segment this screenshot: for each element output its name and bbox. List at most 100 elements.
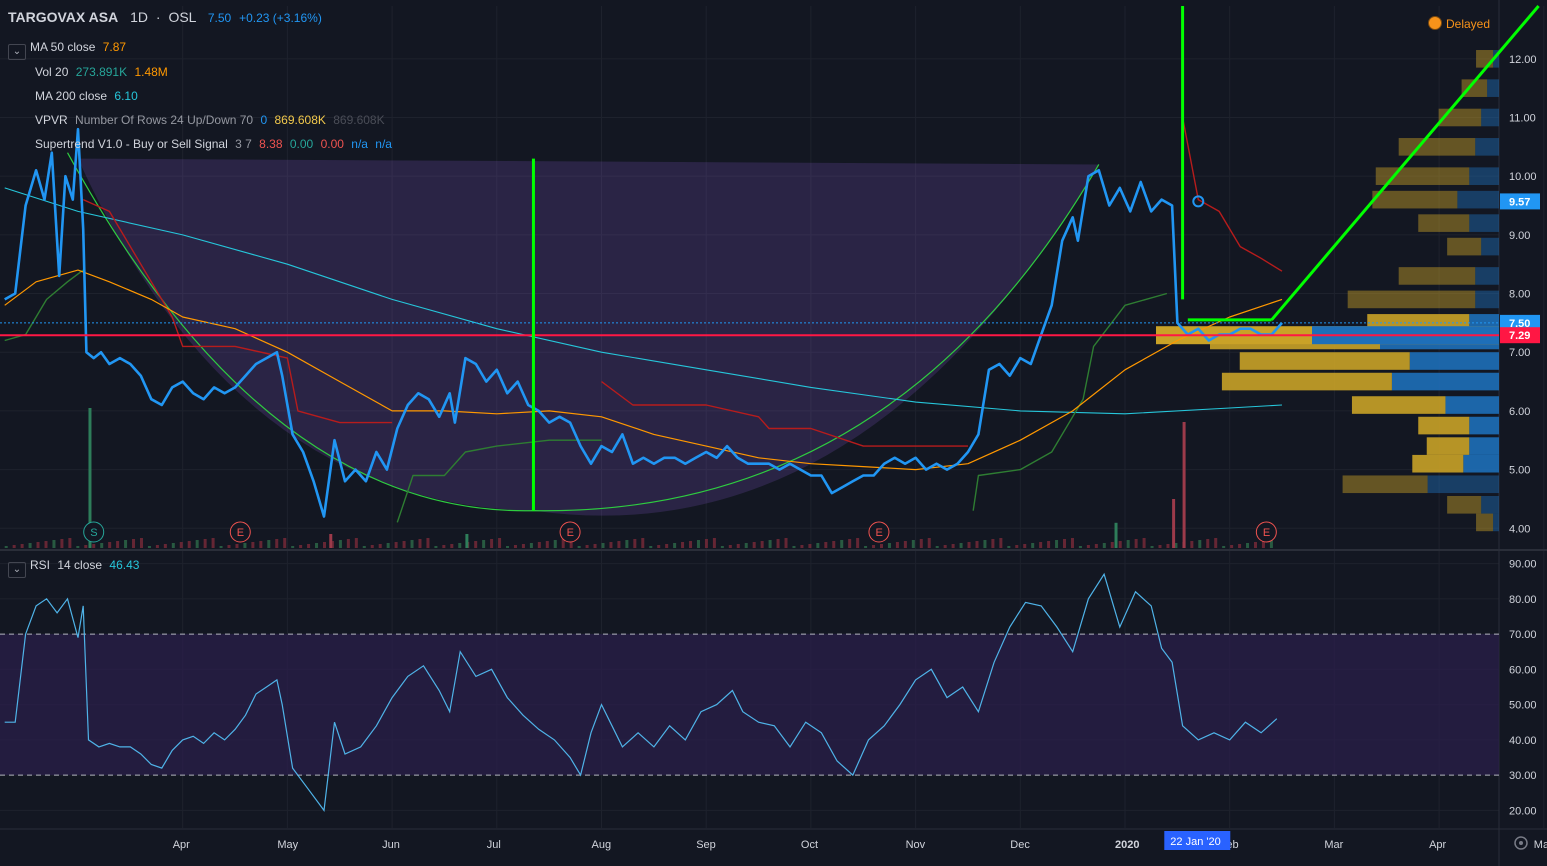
- time-axis-tick: Jun: [382, 839, 400, 851]
- volume-bar: [1238, 544, 1242, 548]
- time-axis-tick: Dec: [1010, 839, 1030, 851]
- legend-vpvr[interactable]: VPVR Number Of Rows 24 Up/Down 70 0 869.…: [35, 113, 389, 127]
- collapse-rsi-icon[interactable]: ⌄: [8, 562, 26, 578]
- event-marker-label: E: [1263, 527, 1270, 539]
- price-axis-tick: 6.00: [1509, 406, 1530, 418]
- volume-bar: [673, 543, 677, 548]
- series-rsi: [4, 572, 1278, 812]
- event-marker-label: E: [567, 527, 574, 539]
- volume-bar: [1031, 543, 1035, 548]
- volume-bar: [1114, 522, 1118, 548]
- ma50-value: 7.87: [102, 40, 127, 54]
- settings-gear-icon[interactable]: [1514, 836, 1528, 850]
- volume-bar: [625, 540, 629, 548]
- volume-profile-down: [1469, 167, 1499, 185]
- symbol-name[interactable]: TARGOVAX ASA: [8, 9, 119, 25]
- time-axis-tick: May: [277, 839, 298, 851]
- volume-bar: [60, 539, 64, 548]
- time-axis-tick: Sep: [696, 839, 716, 851]
- volume-bar: [187, 541, 191, 548]
- legend-supertrend[interactable]: Supertrend V1.0 - Buy or Sell Signal 3 7…: [35, 137, 396, 151]
- volume-bar: [36, 542, 40, 548]
- volume-profile-up: [1351, 396, 1446, 414]
- volume-bar: [649, 546, 653, 548]
- volume-bar: [163, 544, 167, 548]
- volume-bar: [1222, 546, 1226, 548]
- price-label-box: [1500, 327, 1540, 344]
- volume-bar: [68, 538, 72, 548]
- vol-value2: 1.48M: [134, 65, 168, 79]
- volume-bar: [1126, 540, 1130, 548]
- st-v4: n/a: [351, 137, 368, 151]
- volume-bar: [601, 543, 605, 548]
- vol-label: Vol 20: [35, 65, 69, 79]
- rsi-params: 14 close: [57, 558, 103, 572]
- vpvr-label: VPVR: [35, 113, 68, 127]
- legend-ma50[interactable]: ⌄ MA 50 close 7.87: [8, 40, 130, 60]
- rsi-value: 46.43: [109, 558, 140, 572]
- event-marker: [559, 521, 581, 543]
- volume-bar: [760, 541, 764, 548]
- volume-bar: [848, 539, 852, 548]
- volume-bar: [147, 546, 151, 548]
- volume-profile-down: [1469, 437, 1499, 455]
- volume-bar: [872, 545, 876, 548]
- event-marker-label: S: [90, 527, 97, 539]
- volume-bar: [880, 544, 884, 548]
- volume-bar: [394, 542, 398, 548]
- volume-profile-down: [1409, 352, 1499, 370]
- interval[interactable]: 1D: [130, 9, 148, 25]
- volume-profile-down: [1493, 513, 1499, 532]
- price-label-box: [1500, 193, 1540, 210]
- event-marker-label: E: [237, 527, 244, 539]
- rsi-axis-tick: 40.00: [1509, 735, 1537, 747]
- volume-bar: [744, 543, 748, 548]
- volume-bar: [1007, 546, 1011, 548]
- volume-bar: [179, 542, 183, 548]
- volume-bar: [330, 541, 334, 548]
- volume-bar: [561, 539, 565, 548]
- volume-bar: [354, 538, 358, 548]
- volume-profile-down: [1493, 50, 1499, 68]
- volume-bar: [513, 545, 517, 548]
- volume-bar: [633, 539, 637, 548]
- volume-bar: [267, 540, 271, 548]
- volume-bar: [1086, 545, 1090, 548]
- legend-rsi[interactable]: ⌄ RSI 14 close 46.43: [8, 558, 143, 578]
- volume-bar: [1150, 546, 1154, 548]
- volume-bar: [251, 542, 255, 548]
- volume-bar: [243, 543, 247, 548]
- collapse-legend-icon[interactable]: ⌄: [8, 44, 26, 60]
- volume-bar: [44, 541, 48, 548]
- volume-bar: [1174, 543, 1178, 548]
- time-axis-tick: Jul: [487, 839, 501, 851]
- series-supertrend-up: [972, 292, 1168, 511]
- volume-bar: [983, 540, 987, 548]
- volume-bar: [275, 539, 279, 548]
- volume-bar: [171, 543, 175, 548]
- delayed-badge[interactable]: Delayed: [1428, 16, 1490, 31]
- volume-profile-down: [1445, 396, 1499, 414]
- vol-value1: 273.891K: [75, 65, 128, 79]
- volume-bar: [1015, 545, 1019, 548]
- volume-bar: [4, 546, 8, 548]
- volume-bar: [975, 541, 979, 548]
- legend-volume[interactable]: Vol 20 273.891K 1.48M: [35, 65, 172, 79]
- legend-ma200[interactable]: MA 200 close 6.10: [35, 89, 142, 103]
- rsi-axis-tick: 60.00: [1509, 664, 1537, 676]
- volume-bar: [545, 541, 549, 548]
- volume-bar: [1230, 545, 1234, 548]
- volume-bar: [1078, 546, 1082, 548]
- volume-bar: [211, 538, 215, 548]
- volume-bar: [307, 544, 311, 548]
- event-marker: [1255, 521, 1277, 543]
- series-supertrend-up: [4, 269, 84, 342]
- volume-profile-down: [1475, 138, 1499, 156]
- volume-bar: [681, 542, 685, 548]
- volume-bar: [529, 543, 533, 548]
- volume-profile-up: [1461, 79, 1488, 97]
- volume-bar: [1110, 542, 1114, 548]
- price-axis-tick: 8.00: [1509, 289, 1530, 301]
- volume-bar: [951, 544, 955, 548]
